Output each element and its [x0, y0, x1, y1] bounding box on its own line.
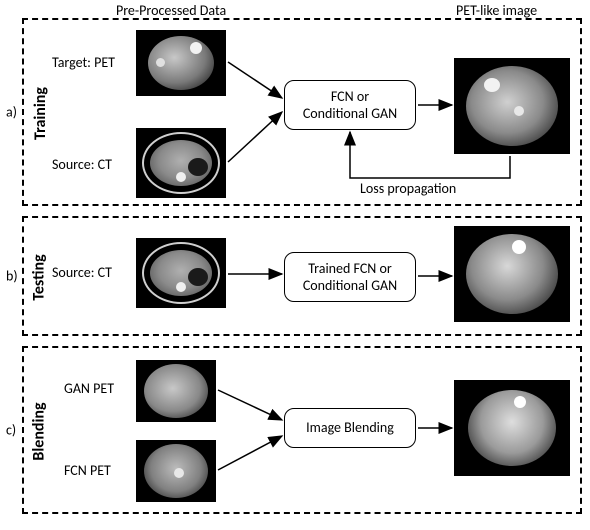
panel-marker-a: a) — [6, 104, 17, 121]
label-source-ct-a: Source: CT — [52, 156, 112, 173]
panel-marker-c: c) — [6, 422, 16, 439]
label-gan-pet: GAN PET — [64, 380, 114, 397]
thumb-train-pet — [136, 30, 226, 96]
proc-box-testing: Trained FCN or Conditional GAN — [284, 252, 416, 302]
thumb-train-output — [454, 58, 570, 154]
proc-label-training: FCN or Conditional GAN — [303, 88, 397, 123]
thumb-blend-output — [454, 380, 570, 476]
header-preprocessed: Pre-Processed Data — [116, 2, 226, 19]
header-petlike: PET-like image — [456, 2, 537, 19]
section-label-training: Training — [31, 87, 50, 140]
proc-label-blending: Image Blending — [306, 419, 394, 437]
label-fcn-pet: FCN PET — [64, 462, 111, 479]
panel-marker-b: b) — [6, 268, 18, 285]
thumb-train-ct — [136, 128, 226, 198]
label-target-pet: Target: PET — [52, 54, 115, 71]
proc-box-training: FCN or Conditional GAN — [284, 80, 416, 130]
proc-label-testing: Trained FCN or Conditional GAN — [303, 260, 397, 295]
section-label-testing: Testing — [30, 254, 49, 300]
thumb-test-output — [454, 226, 570, 322]
label-source-ct-b: Source: CT — [52, 264, 112, 281]
thumb-blend-fcn — [136, 440, 216, 502]
thumb-test-ct — [136, 238, 226, 308]
section-label-blending: Blending — [30, 402, 49, 460]
proc-box-blending: Image Blending — [284, 408, 416, 448]
label-loss-propagation: Loss propagation — [360, 180, 456, 197]
thumb-blend-gan — [136, 360, 216, 422]
